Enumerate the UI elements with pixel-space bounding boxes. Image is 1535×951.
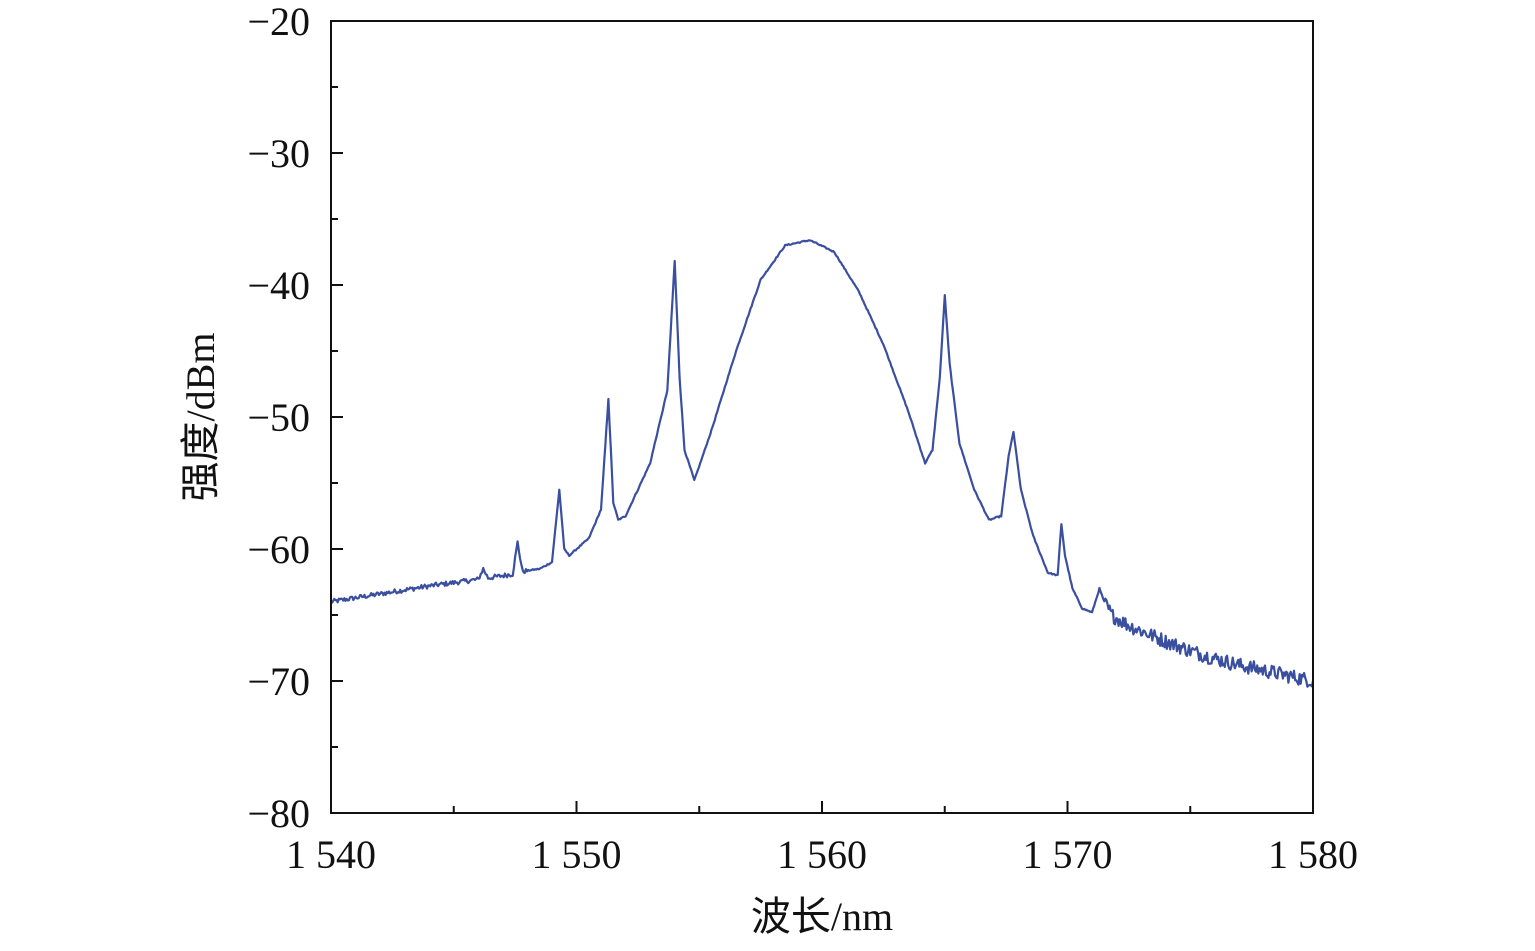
ticks-layer: [330, 20, 1314, 814]
x-axis-title: 波长/nm: [751, 894, 893, 939]
y-tick-label: −50: [247, 395, 310, 440]
y-tick-label: −40: [247, 263, 310, 308]
y-tick-label: −60: [247, 527, 310, 572]
x-tick-label: 1 570: [1023, 832, 1113, 877]
y-axis-title: 强度/dBm: [178, 333, 223, 502]
x-tick-labels: 1 540 1 550 1 560 1 570 1 580: [286, 832, 1358, 877]
y-tick-label: −80: [247, 791, 310, 836]
y-tick-label: −20: [247, 0, 310, 44]
y-tick-label: −70: [247, 659, 310, 704]
x-tick-label: 1 560: [777, 832, 867, 877]
series-layer: [330, 239, 1315, 688]
y-tick-labels: −20 −30 −40 −50 −60 −70 −80: [247, 0, 310, 836]
plot-frame: [330, 20, 1314, 814]
series-line: [330, 239, 1315, 688]
x-tick-label: 1 540: [286, 832, 376, 877]
y-tick-label: −30: [247, 131, 310, 176]
x-tick-label: 1 580: [1268, 832, 1358, 877]
x-tick-label: 1 550: [532, 832, 622, 877]
